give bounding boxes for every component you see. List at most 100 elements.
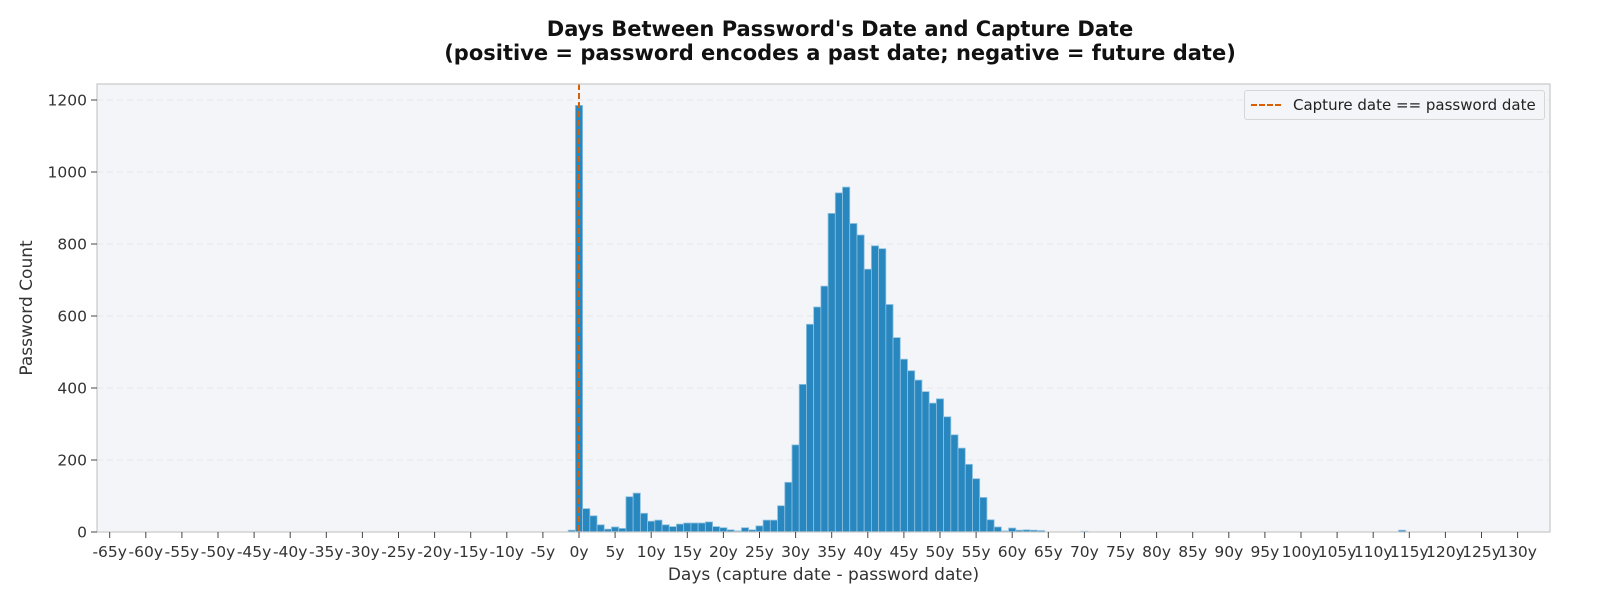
x-tick-label: 30y bbox=[781, 543, 810, 561]
bar bbox=[798, 383, 807, 533]
bar bbox=[784, 481, 793, 533]
bar bbox=[690, 522, 699, 533]
y-tick-label: 1000 bbox=[48, 164, 87, 182]
x-tick-label: 100y bbox=[1282, 543, 1321, 561]
x-tick-label: 125y bbox=[1462, 543, 1501, 561]
y-axis: 0 200 400 600 800 1000 1200 bbox=[48, 92, 97, 542]
y-tick-label: 1200 bbox=[48, 92, 87, 110]
x-tick-label: 120y bbox=[1426, 543, 1465, 561]
x-tick-label: -20y bbox=[417, 543, 452, 561]
bar bbox=[871, 245, 880, 533]
bar bbox=[856, 234, 865, 533]
x-tick-label: -60y bbox=[129, 543, 164, 561]
y-tick-label: 200 bbox=[57, 452, 87, 470]
bar bbox=[676, 523, 685, 533]
bar bbox=[943, 416, 952, 533]
bar bbox=[769, 519, 778, 533]
bar bbox=[878, 248, 887, 533]
x-tick-label: -45y bbox=[237, 543, 272, 561]
bar bbox=[899, 358, 908, 533]
bar bbox=[755, 525, 764, 533]
bar bbox=[654, 519, 663, 533]
bar bbox=[964, 463, 973, 533]
x-tick-label: 90y bbox=[1214, 543, 1243, 561]
chart-title-line2: (positive = password encodes a past date… bbox=[444, 41, 1236, 65]
x-tick-label: -55y bbox=[165, 543, 200, 561]
bar bbox=[639, 512, 648, 533]
x-tick-label: -50y bbox=[201, 543, 236, 561]
x-tick-label: 75y bbox=[1106, 543, 1135, 561]
x-tick-label: -35y bbox=[309, 543, 344, 561]
bar bbox=[589, 515, 598, 533]
bar bbox=[611, 526, 620, 533]
x-axis: -65y -60y -55y -50y -45y -40y -35y -30y -25y -20y… bbox=[92, 532, 1537, 561]
bar bbox=[777, 505, 786, 533]
bar bbox=[827, 212, 836, 533]
bar bbox=[935, 398, 945, 533]
x-tick-label: 70y bbox=[1070, 543, 1099, 561]
x-tick-label: 40y bbox=[853, 543, 882, 561]
bar bbox=[834, 192, 843, 533]
y-tick-label: 0 bbox=[77, 524, 87, 542]
bar bbox=[921, 391, 930, 533]
x-tick-label: 5y bbox=[606, 543, 625, 561]
bar bbox=[762, 519, 771, 533]
bar bbox=[993, 526, 1002, 533]
bar bbox=[719, 527, 728, 533]
x-tick-label: -25y bbox=[381, 543, 416, 561]
bar bbox=[957, 447, 966, 533]
x-tick-label: -5y bbox=[531, 543, 556, 561]
bar bbox=[863, 268, 872, 533]
chart-title: Days Between Password's Date and Capture… bbox=[0, 17, 1600, 65]
x-tick-label: 15y bbox=[673, 543, 702, 561]
x-tick-label: -65y bbox=[92, 543, 127, 561]
x-tick-label: 50y bbox=[926, 543, 955, 561]
x-tick-label: -30y bbox=[345, 543, 380, 561]
bar bbox=[697, 522, 706, 533]
bar bbox=[907, 370, 916, 533]
x-tick-label: 65y bbox=[1034, 543, 1063, 561]
bar bbox=[806, 323, 815, 533]
x-tick-label: 35y bbox=[817, 543, 846, 561]
bar bbox=[596, 524, 605, 533]
y-tick-label: 600 bbox=[57, 308, 87, 326]
x-tick-label: 45y bbox=[889, 543, 918, 561]
x-tick-label: 110y bbox=[1354, 543, 1393, 561]
x-tick-label: -10y bbox=[490, 543, 525, 561]
x-tick-label: 95y bbox=[1250, 543, 1279, 561]
x-tick-label: 0y bbox=[569, 543, 588, 561]
bar-series bbox=[567, 105, 1407, 533]
bar bbox=[914, 379, 923, 533]
x-tick-label: 130y bbox=[1498, 543, 1537, 561]
bar bbox=[986, 519, 995, 533]
y-tick-label: 400 bbox=[57, 380, 87, 398]
x-tick-label: 60y bbox=[998, 543, 1027, 561]
bar bbox=[683, 522, 692, 533]
x-tick-label: 105y bbox=[1318, 543, 1357, 561]
x-tick-label: -40y bbox=[273, 543, 308, 561]
legend-label: Capture date == password date bbox=[1293, 96, 1536, 114]
x-axis-label: Days (capture date - password date) bbox=[668, 565, 979, 585]
bar bbox=[582, 508, 591, 533]
x-tick-label: 25y bbox=[745, 543, 774, 561]
x-tick-label: 55y bbox=[962, 543, 991, 561]
bar bbox=[625, 496, 634, 533]
bar bbox=[849, 223, 858, 533]
bar bbox=[885, 304, 894, 533]
x-tick-label: -15y bbox=[453, 543, 488, 561]
y-axis-label: Password Count bbox=[17, 240, 37, 376]
bar bbox=[712, 526, 721, 533]
bar bbox=[950, 434, 959, 533]
bar bbox=[892, 337, 901, 533]
bar bbox=[661, 524, 670, 533]
bar bbox=[928, 402, 937, 533]
bar bbox=[813, 306, 822, 533]
x-tick-label: 115y bbox=[1390, 543, 1429, 561]
bar bbox=[972, 478, 981, 533]
bar bbox=[741, 527, 750, 533]
bar bbox=[704, 521, 713, 533]
dashed-line-swatch-icon bbox=[1251, 104, 1281, 106]
plot-frame bbox=[96, 83, 1551, 533]
bar bbox=[842, 186, 851, 533]
